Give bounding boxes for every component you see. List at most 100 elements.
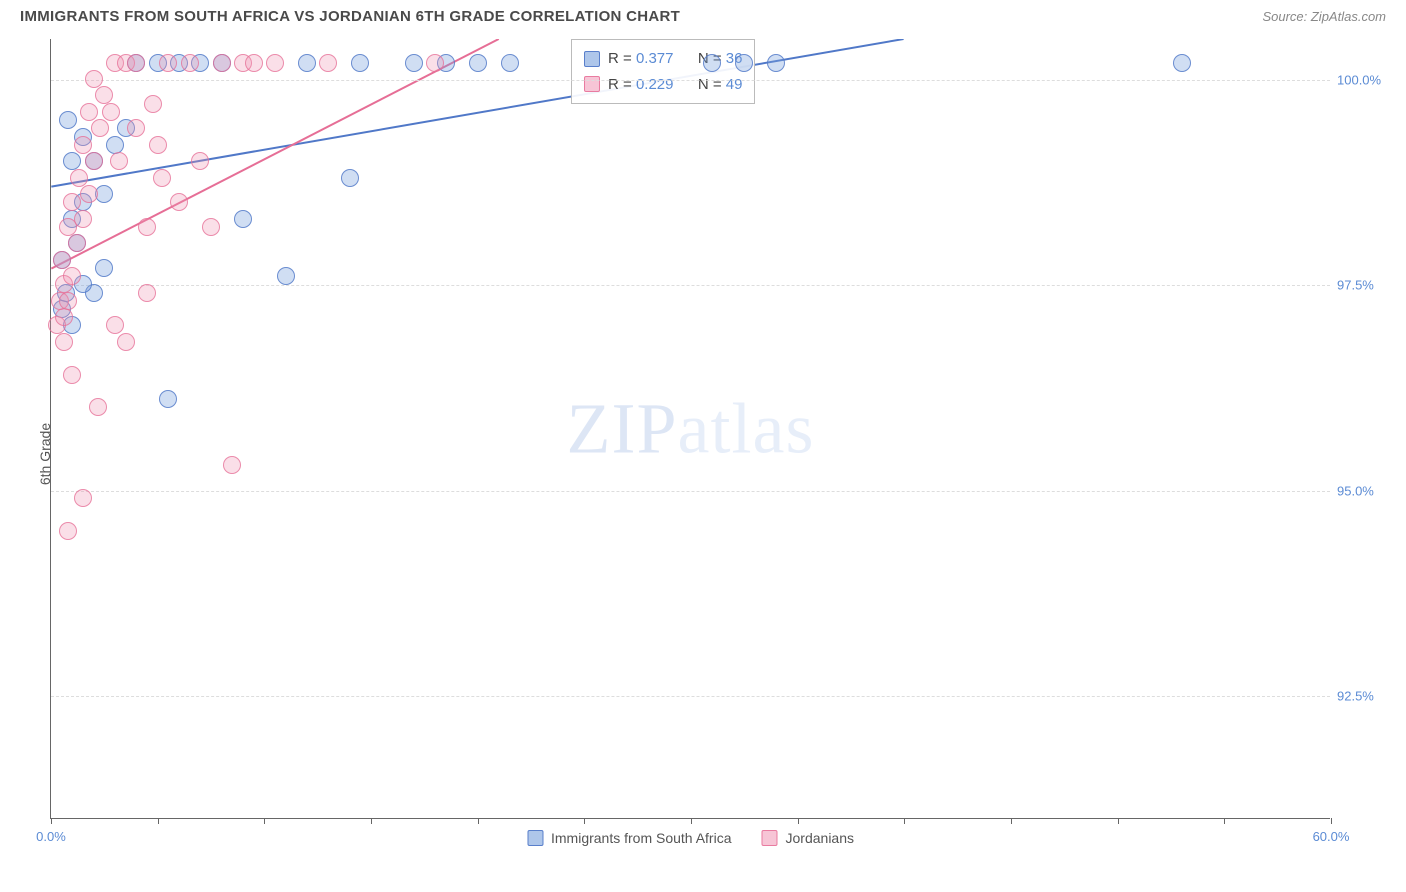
bottom-legend: Immigrants from South Africa Jordanians xyxy=(527,830,854,846)
x-tick xyxy=(264,818,265,824)
data-point xyxy=(405,54,423,72)
x-tick xyxy=(1118,818,1119,824)
data-point xyxy=(59,522,77,540)
data-point xyxy=(127,119,145,137)
gridline xyxy=(51,491,1330,492)
data-point xyxy=(319,54,337,72)
x-tick xyxy=(478,818,479,824)
data-point xyxy=(80,103,98,121)
watermark-atlas: atlas xyxy=(678,388,815,468)
data-point xyxy=(181,54,199,72)
data-point xyxy=(277,267,295,285)
data-point xyxy=(59,111,77,129)
data-point xyxy=(149,136,167,154)
gridline xyxy=(51,80,1330,81)
data-point xyxy=(234,210,252,228)
data-point xyxy=(85,152,103,170)
data-point xyxy=(703,54,721,72)
legend-swatch-icon xyxy=(584,51,600,67)
legend-label-blue: Immigrants from South Africa xyxy=(551,830,732,846)
chart-container: 6th Grade ZIPatlas R = 0.377 N = 36R = 0… xyxy=(0,29,1406,879)
data-point xyxy=(1173,54,1191,72)
data-point xyxy=(106,316,124,334)
data-point xyxy=(95,86,113,104)
x-tick xyxy=(1011,818,1012,824)
legend-item-pink: Jordanians xyxy=(762,830,855,846)
x-tick xyxy=(798,818,799,824)
stats-legend: R = 0.377 N = 36R = 0.229 N = 49 xyxy=(571,39,755,104)
y-tick-label: 92.5% xyxy=(1337,688,1392,703)
legend-swatch-pink xyxy=(762,830,778,846)
source-attribution: Source: ZipAtlas.com xyxy=(1262,9,1386,24)
data-point xyxy=(735,54,753,72)
data-point xyxy=(341,169,359,187)
data-point xyxy=(159,54,177,72)
data-point xyxy=(426,54,444,72)
data-point xyxy=(153,169,171,187)
data-point xyxy=(127,54,145,72)
data-point xyxy=(80,185,98,203)
r-label: R = 0.229 xyxy=(608,72,673,98)
data-point xyxy=(223,456,241,474)
data-point xyxy=(63,267,81,285)
data-point xyxy=(53,251,71,269)
y-tick-label: 97.5% xyxy=(1337,278,1392,293)
data-point xyxy=(767,54,785,72)
data-point xyxy=(351,54,369,72)
x-tick xyxy=(904,818,905,824)
legend-swatch-icon xyxy=(584,76,600,92)
data-point xyxy=(213,54,231,72)
watermark: ZIPatlas xyxy=(567,387,815,470)
r-label: R = 0.377 xyxy=(608,46,673,72)
data-point xyxy=(85,70,103,88)
x-tick xyxy=(51,818,52,824)
x-tick xyxy=(371,818,372,824)
data-point xyxy=(266,54,284,72)
gridline xyxy=(51,285,1330,286)
x-tick xyxy=(158,818,159,824)
data-point xyxy=(59,292,77,310)
data-point xyxy=(110,152,128,170)
data-point xyxy=(74,210,92,228)
data-point xyxy=(91,119,109,137)
x-tick xyxy=(691,818,692,824)
legend-label-pink: Jordanians xyxy=(786,830,855,846)
data-point xyxy=(144,95,162,113)
x-tick-label-right: 60.0% xyxy=(1313,829,1350,844)
data-point xyxy=(202,218,220,236)
data-point xyxy=(245,54,263,72)
data-point xyxy=(95,259,113,277)
data-point xyxy=(159,390,177,408)
data-point xyxy=(70,169,88,187)
data-point xyxy=(170,193,188,211)
data-point xyxy=(55,308,73,326)
n-label: N = 49 xyxy=(698,72,743,98)
data-point xyxy=(191,152,209,170)
y-tick-label: 100.0% xyxy=(1337,73,1392,88)
data-point xyxy=(55,333,73,351)
legend-swatch-blue xyxy=(527,830,543,846)
data-point xyxy=(74,136,92,154)
data-point xyxy=(63,152,81,170)
data-point xyxy=(63,366,81,384)
data-point xyxy=(298,54,316,72)
plot-area: ZIPatlas R = 0.377 N = 36R = 0.229 N = 4… xyxy=(50,39,1330,819)
data-point xyxy=(68,234,86,252)
x-tick xyxy=(1224,818,1225,824)
chart-title: IMMIGRANTS FROM SOUTH AFRICA VS JORDANIA… xyxy=(20,8,680,25)
data-point xyxy=(469,54,487,72)
data-point xyxy=(138,284,156,302)
data-point xyxy=(74,489,92,507)
data-point xyxy=(117,333,135,351)
watermark-zip: ZIP xyxy=(567,388,678,468)
data-point xyxy=(63,193,81,211)
data-point xyxy=(106,136,124,154)
gridline xyxy=(51,696,1330,697)
trend-lines xyxy=(51,39,1330,818)
legend-item-blue: Immigrants from South Africa xyxy=(527,830,732,846)
data-point xyxy=(102,103,120,121)
data-point xyxy=(89,398,107,416)
x-tick xyxy=(584,818,585,824)
data-point xyxy=(501,54,519,72)
y-tick-label: 95.0% xyxy=(1337,483,1392,498)
